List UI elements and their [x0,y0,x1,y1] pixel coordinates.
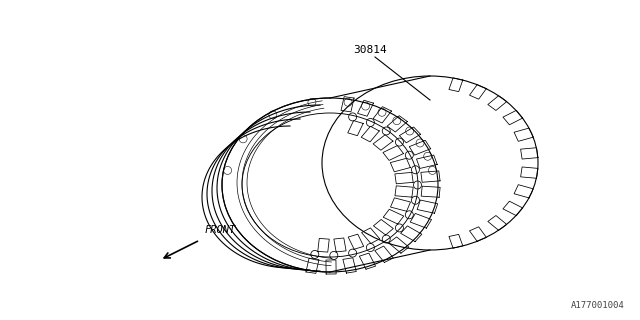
Text: FRONT: FRONT [205,225,236,235]
Text: 30814: 30814 [353,45,387,55]
Text: A177001004: A177001004 [572,301,625,310]
